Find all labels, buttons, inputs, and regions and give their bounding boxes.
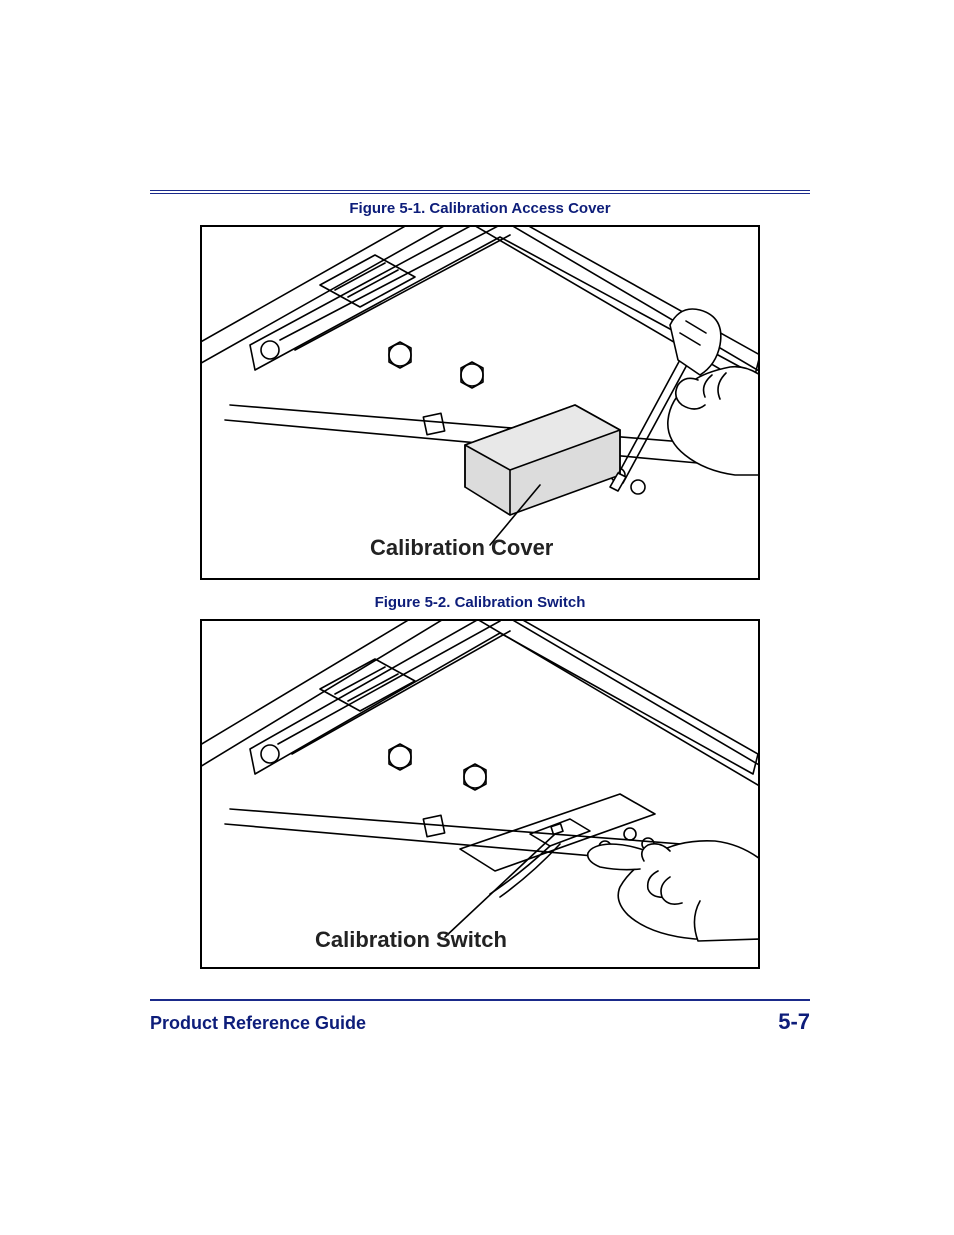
figure-2-caption: Figure 5-2. Calibration Switch — [150, 594, 810, 611]
figure-2-illustration: Calibration Switch — [200, 619, 760, 969]
figure-1-caption: Figure 5-1. Calibration Access Cover — [150, 200, 810, 217]
figure-2-label: Calibration Switch — [315, 927, 507, 952]
figure-1-illustration: Calibration Cover — [200, 225, 760, 580]
page-footer: Product Reference Guide 5-7 — [150, 1009, 810, 1035]
footer-page-number: 5-7 — [778, 1009, 810, 1035]
footer-title: Product Reference Guide — [150, 1013, 366, 1034]
top-horizontal-rule — [150, 190, 810, 194]
footer-horizontal-rule — [150, 999, 810, 1001]
figure-1-label: Calibration Cover — [370, 535, 554, 560]
